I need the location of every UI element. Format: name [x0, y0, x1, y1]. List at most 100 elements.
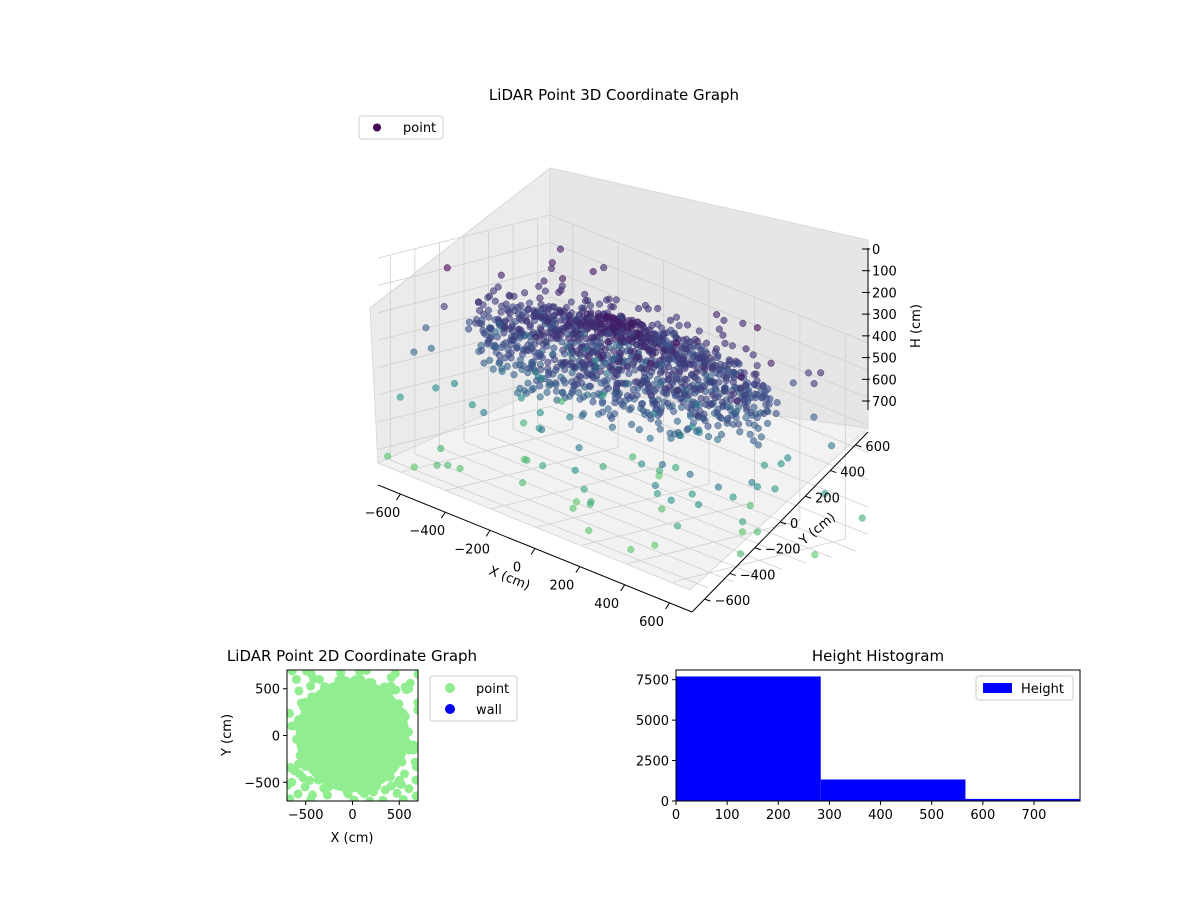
chart-3d-point — [821, 490, 829, 498]
chart-3d-point — [538, 426, 546, 434]
chart-3d-y-tick-label: −600 — [715, 594, 751, 609]
chart-3d-point — [427, 344, 435, 352]
chart-3d-point — [733, 397, 741, 405]
chart-3d-point — [498, 367, 506, 375]
chart-3d-point — [577, 379, 586, 387]
chart-3d-x-tick-mark — [530, 548, 536, 555]
chart-3d-point — [648, 321, 656, 329]
chart-3d-point — [627, 545, 635, 554]
chart-3d-point — [396, 393, 404, 401]
chart-3d-z-tick-label: 0 — [872, 243, 880, 258]
chart-2d-point — [294, 759, 304, 769]
chart-3d-point — [611, 399, 619, 407]
chart-3d-point — [497, 308, 505, 316]
chart-3d-points — [384, 245, 866, 559]
chart-3d-point — [629, 386, 637, 394]
chart-2d-point — [411, 762, 418, 772]
chart-3d-point — [489, 365, 497, 373]
chart-3d-point — [716, 413, 724, 421]
chart-3d-point — [568, 389, 576, 397]
histogram-bar — [676, 676, 821, 801]
chart-3d-point — [714, 435, 722, 444]
chart-3d-point — [697, 386, 705, 394]
chart-3d-point — [605, 329, 613, 338]
chart-3d-point — [586, 382, 594, 390]
chart-2d-point — [343, 721, 354, 732]
chart-3d-point — [553, 363, 561, 371]
chart-3d-point — [729, 493, 737, 501]
chart-3d-point — [667, 434, 675, 442]
chart-3d-point — [758, 394, 766, 402]
chart-2d-point — [312, 695, 322, 705]
chart-3d-point — [524, 347, 532, 355]
chart-2d-legend: point wall — [429, 675, 518, 722]
chart-3d-x-tick-label: 0 — [513, 561, 521, 576]
chart-2d-point — [379, 682, 389, 692]
chart-2d-legend-wall-marker — [445, 704, 455, 714]
chart-3d-point — [489, 287, 498, 295]
chart-3d-point — [714, 422, 722, 430]
chart-3d-point — [592, 356, 600, 364]
chart-3d-point — [694, 365, 702, 373]
chart-3d-legend-marker — [373, 123, 381, 132]
chart-3d-point — [410, 463, 418, 471]
chart-2d-y-tick-label: −500 — [244, 776, 280, 791]
chart-3d-point — [484, 293, 492, 302]
chart-3d-point — [708, 357, 716, 365]
chart-3d-point — [611, 390, 619, 398]
chart-3d-x-label: X (cm) — [487, 564, 532, 594]
chart-3d-point — [495, 320, 503, 328]
chart-2d-point — [390, 702, 400, 712]
chart-3d-point — [719, 331, 727, 339]
histogram-legend: Height — [975, 675, 1074, 701]
chart-3d-point — [664, 399, 672, 407]
chart-3d-point — [656, 409, 664, 417]
chart-3d-z-tick-label: 400 — [872, 330, 897, 345]
chart-3d-point — [702, 339, 711, 347]
chart-3d-point — [539, 462, 547, 470]
chart-3d-point — [587, 319, 595, 327]
chart-3d-ticks: −600−400−2000200400600−600−400−200020040… — [365, 243, 897, 630]
chart-2d-point — [313, 775, 323, 785]
chart-3d-point — [675, 322, 683, 330]
chart-3d-point — [544, 358, 552, 366]
chart-3d-point — [628, 420, 636, 428]
chart-3d-point — [585, 360, 593, 368]
chart-3d-point — [450, 379, 459, 388]
chart-3d-point — [479, 326, 487, 334]
chart-3d-point — [573, 375, 581, 384]
chart-2d-point — [387, 712, 397, 723]
chart-3d-x-tick-label: −200 — [454, 542, 490, 557]
chart-2d-point — [401, 727, 411, 737]
chart-3d-point — [465, 318, 473, 326]
chart-3d-y-tick-mark — [704, 598, 711, 602]
chart-3d-point — [634, 305, 643, 313]
histogram-y-tick-label: 0 — [661, 795, 669, 810]
chart-3d-point — [654, 304, 662, 312]
chart-3d-point — [673, 339, 681, 347]
chart-2d-point — [341, 765, 352, 776]
chart-3d-point — [516, 334, 524, 342]
chart-3d-point — [550, 344, 558, 352]
chart-3d-point — [784, 454, 792, 462]
chart-2d-point — [320, 682, 330, 692]
chart-3d-point — [528, 386, 536, 394]
chart-2d-point — [359, 725, 370, 736]
chart-3d-point — [638, 400, 646, 408]
chart-3d-point — [543, 388, 551, 396]
chart-3d-point — [653, 490, 661, 498]
chart-3d-point — [565, 316, 574, 324]
chart-3d-point — [701, 353, 709, 361]
chart-3d-point — [521, 289, 529, 297]
chart-2d-point — [300, 782, 310, 792]
chart-3d-point — [619, 337, 627, 346]
chart-3d-point — [456, 464, 464, 473]
chart-3d-legend-box — [358, 115, 444, 140]
chart-3d-point — [558, 397, 566, 405]
chart-3d-point — [524, 305, 532, 313]
chart-3d-point — [519, 362, 527, 370]
chart-3d-point — [625, 369, 633, 378]
chart-2d-legend-point-label: point — [476, 682, 509, 697]
chart-2d-x-tick-label: 0 — [348, 808, 356, 823]
chart-3d-point — [771, 485, 779, 493]
